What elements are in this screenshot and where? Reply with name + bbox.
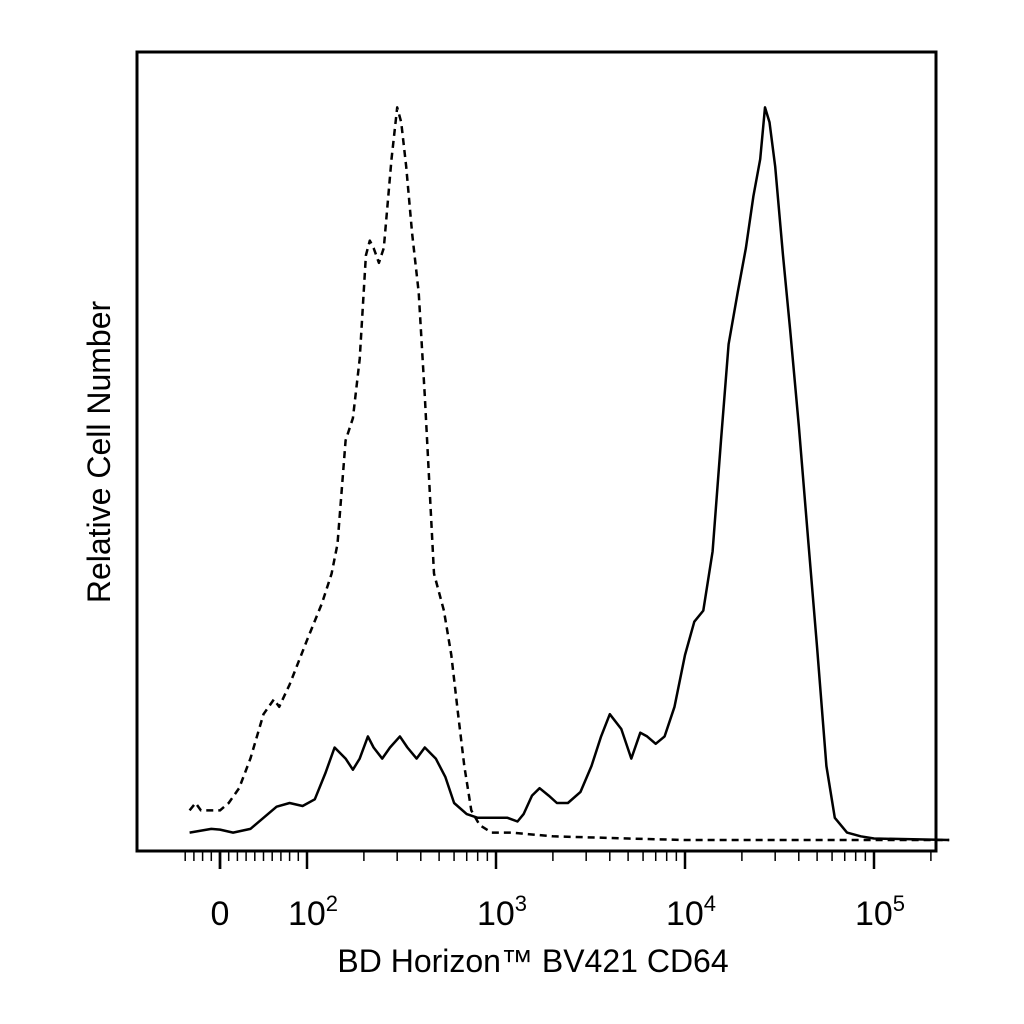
- series-line-dashed: [188, 106, 950, 842]
- series-layer: [188, 106, 950, 842]
- x-axis-tick-labels: 0 102 103 104 105: [211, 891, 906, 933]
- series-line-solid: [189, 106, 950, 842]
- plot-frame: [135, 50, 938, 853]
- y-axis-title: Relative Cell Number: [81, 300, 117, 603]
- x-tick-label: 104: [666, 891, 716, 933]
- x-tick-label: 103: [477, 891, 527, 933]
- x-axis-title: BD Horizon™ BV421 CD64: [337, 943, 728, 979]
- x-tick-label: 102: [288, 891, 338, 933]
- x-axis-ticks: [184, 851, 932, 869]
- x-tick-label: 0: [211, 895, 230, 933]
- x-tick-label: 105: [855, 891, 905, 933]
